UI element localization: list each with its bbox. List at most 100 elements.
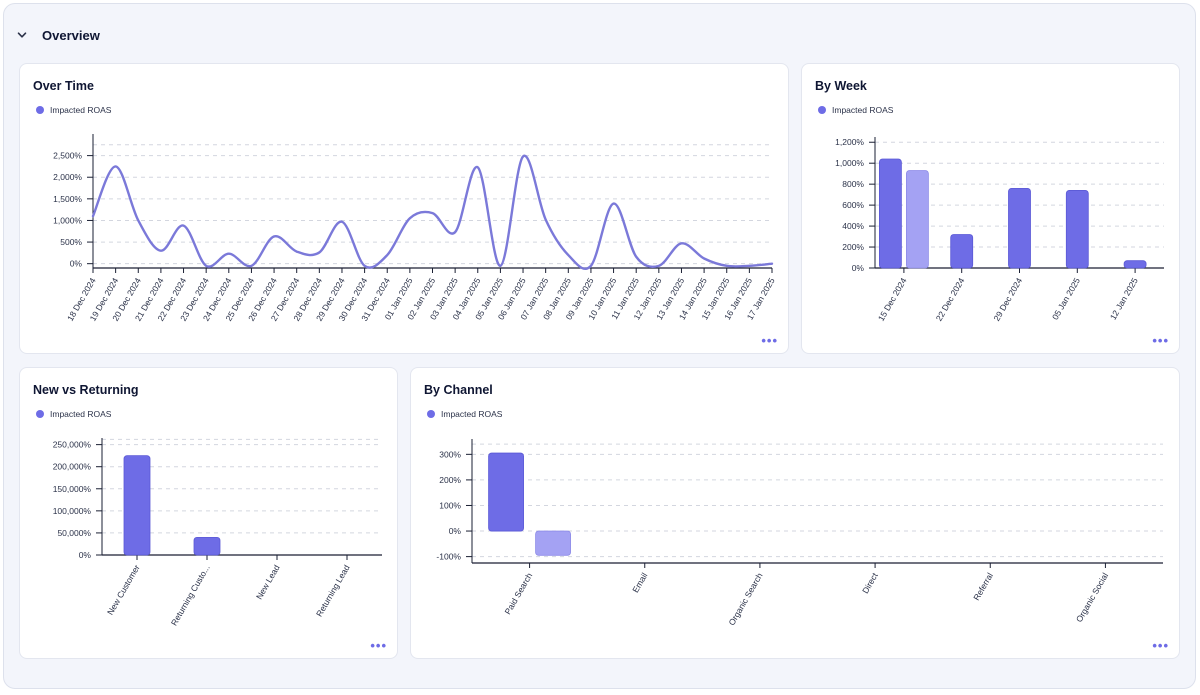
over-time-card: Over Time Impacted ROAS 0% 500% 1,000% 1,50…	[19, 63, 789, 354]
data-point	[477, 166, 479, 168]
x-tick-label: Direct	[860, 570, 880, 595]
data-point	[544, 218, 546, 220]
x-tick-label: 12 Jan 2025	[1108, 276, 1140, 322]
data-point	[182, 224, 184, 226]
data-point	[703, 257, 705, 259]
data-point	[160, 250, 162, 252]
x-tick-label: New Customer	[105, 563, 142, 617]
data-point	[680, 242, 682, 244]
x-tick-label: Referral	[971, 571, 995, 602]
legend-dot-icon	[427, 410, 435, 418]
data-point	[92, 215, 94, 217]
x-tick-label: 22 Dec 2024	[934, 276, 967, 323]
y-tick-label: 200%	[439, 475, 461, 485]
new-vs-returning-card: New vs Returning Impacted ROAS 0% 50,000%…	[19, 367, 398, 659]
by-channel-card: By Channel Impacted ROAS -100% 0% 100% 200%…	[410, 367, 1180, 659]
over-time-chart: 0%500%1,000%1,500%2,000%2,500%18 Dec 202…	[53, 134, 777, 323]
by-channel-chart: -100% 0% 100% 200% 300% Paid Search Email Organ…	[436, 439, 1163, 627]
bar	[123, 455, 151, 556]
data-point	[386, 254, 388, 256]
data-point	[748, 265, 750, 267]
bar	[1065, 190, 1089, 269]
data-point	[296, 250, 298, 252]
chevron-down-icon[interactable]	[16, 29, 28, 41]
y-tick-label: 150,000%	[53, 484, 92, 494]
data-point	[363, 265, 365, 267]
bar	[879, 158, 902, 269]
new-vs-returning-chart: 0% 50,000% 100,000% 150,000% 200,000% 250,000…	[53, 438, 382, 627]
y-tick-label: 400%	[842, 221, 864, 231]
data-point	[250, 265, 252, 267]
card-title: Over Time	[33, 79, 94, 93]
data-point	[137, 219, 139, 221]
legend-label: Impacted ROAS	[441, 409, 503, 419]
y-tick-label: 200,000%	[53, 462, 92, 472]
legend-dot-icon	[36, 410, 44, 418]
bar	[950, 234, 974, 269]
y-tick-label: 2,500%	[53, 151, 82, 161]
y-tick-label: 0%	[852, 263, 865, 273]
y-tick-label: 200%	[842, 242, 864, 252]
legend-label: Impacted ROAS	[832, 105, 894, 115]
data-point	[635, 256, 637, 258]
more-options-icon[interactable]: •••	[1152, 638, 1169, 653]
more-options-icon[interactable]: •••	[370, 638, 387, 653]
y-tick-label: 100%	[439, 500, 461, 510]
y-tick-label: 2,000%	[53, 172, 82, 182]
x-tick-label: New Lead	[254, 563, 282, 601]
legend[interactable]: Impacted ROAS	[36, 409, 111, 419]
y-tick-label: 600%	[842, 200, 864, 210]
y-tick-label: 250,000%	[53, 440, 92, 450]
y-tick-label: 1,200%	[835, 137, 864, 147]
legend-label: Impacted ROAS	[50, 105, 112, 115]
by-week-chart: 0% 200% 400% 600% 800% 1,000% 1,200% 15 Dec 202…	[835, 137, 1164, 323]
card-title: By Channel	[424, 383, 493, 397]
y-tick-label: 50,000%	[57, 528, 91, 538]
data-point	[318, 251, 320, 253]
y-tick-label: -100%	[436, 552, 461, 562]
data-point	[228, 253, 230, 255]
data-point	[612, 202, 614, 204]
x-tick-label: Organic Social	[1074, 571, 1110, 624]
y-tick-label: 1,500%	[53, 194, 82, 204]
more-options-icon[interactable]: •••	[1152, 333, 1169, 348]
legend[interactable]: Impacted ROAS	[36, 105, 111, 115]
x-tick-label: Organic Search	[726, 571, 764, 627]
data-point	[726, 265, 728, 267]
more-options-icon[interactable]: •••	[761, 333, 778, 348]
x-tick-label: Paid Search	[502, 571, 534, 616]
card-title: New vs Returning	[33, 383, 139, 397]
legend[interactable]: Impacted ROAS	[427, 409, 502, 419]
y-tick-label: 100,000%	[53, 506, 92, 516]
data-point	[431, 212, 433, 214]
data-point	[454, 231, 456, 233]
data-point	[567, 254, 569, 256]
y-tick-label: 1,000%	[835, 158, 864, 168]
legend-dot-icon	[36, 106, 44, 114]
y-tick-label: 500%	[60, 237, 82, 247]
bar	[193, 536, 221, 556]
x-tick-label: 29 Dec 2024	[991, 276, 1024, 323]
bar	[906, 170, 929, 269]
data-point	[771, 262, 773, 264]
data-point	[205, 265, 207, 267]
y-tick-label: 0%	[70, 259, 83, 269]
series-line	[91, 154, 774, 271]
x-tick-label: Returning Lead	[314, 563, 352, 619]
data-point	[341, 221, 343, 223]
legend-label: Impacted ROAS	[50, 409, 112, 419]
overview-header[interactable]: Overview	[16, 24, 100, 46]
x-tick-label: Email	[630, 571, 649, 595]
bar	[535, 530, 571, 556]
data-point	[273, 235, 275, 237]
section-title: Overview	[42, 27, 100, 43]
bar	[1008, 187, 1031, 269]
y-tick-label: 0%	[449, 526, 462, 536]
data-point	[658, 265, 660, 267]
data-point	[114, 165, 116, 167]
y-tick-label: 300%	[439, 449, 461, 459]
y-tick-label: 800%	[842, 179, 864, 189]
x-tick-label: Returning Custo...	[169, 563, 212, 627]
legend[interactable]: Impacted ROAS	[818, 105, 893, 115]
x-tick-label: 15 Dec 2024	[876, 276, 909, 323]
